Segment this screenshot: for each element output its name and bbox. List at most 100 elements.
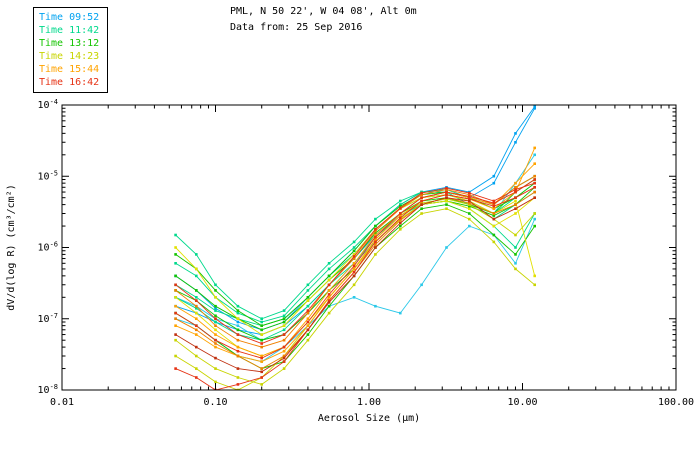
- series-line: [174, 207, 536, 386]
- data-marker: [399, 204, 402, 208]
- data-marker: [195, 253, 198, 256]
- data-marker: [514, 132, 517, 135]
- data-marker: [282, 314, 286, 318]
- data-marker: [236, 345, 240, 349]
- data-marker: [352, 255, 356, 258]
- y-tick-label: 10-4: [38, 98, 58, 111]
- data-marker: [174, 311, 177, 315]
- data-marker: [236, 304, 240, 308]
- data-marker: [282, 338, 286, 342]
- data-marker: [399, 214, 402, 217]
- data-marker: [260, 317, 263, 320]
- legend-item: Time 16:42: [39, 77, 100, 88]
- data-marker: [352, 253, 356, 256]
- data-marker: [174, 324, 177, 327]
- data-marker: [374, 217, 377, 221]
- data-marker: [174, 317, 177, 320]
- data-marker: [327, 262, 331, 265]
- data-marker: [445, 188, 448, 191]
- data-marker: [327, 293, 331, 296]
- data-marker: [492, 207, 496, 210]
- data-marker: [514, 181, 517, 185]
- data-marker: [214, 317, 217, 320]
- data-marker: [306, 338, 310, 342]
- data-marker: [236, 388, 240, 390]
- data-marker: [306, 317, 310, 320]
- data-marker: [327, 289, 331, 292]
- data-marker: [420, 199, 423, 203]
- data-marker: [374, 229, 377, 233]
- data-marker: [352, 240, 356, 244]
- data-marker: [445, 246, 448, 249]
- data-marker: [214, 328, 217, 332]
- data-marker: [514, 253, 517, 256]
- data-marker: [514, 141, 517, 144]
- data-marker: [327, 283, 331, 287]
- data-marker: [445, 193, 448, 196]
- data-marker: [174, 246, 177, 249]
- data-marker: [236, 311, 240, 315]
- data-marker: [214, 342, 217, 345]
- data-marker: [399, 224, 402, 228]
- series-line: [174, 107, 536, 336]
- data-marker: [236, 354, 240, 358]
- data-marker: [492, 181, 496, 185]
- series-line: [174, 186, 536, 390]
- data-marker: [374, 235, 377, 239]
- data-marker: [260, 383, 263, 386]
- x-tick-label: 0.10: [203, 397, 227, 408]
- data-marker: [399, 216, 402, 220]
- data-marker: [260, 360, 263, 363]
- data-marker: [195, 304, 198, 308]
- data-marker: [468, 191, 471, 195]
- data-marker: [492, 204, 496, 208]
- data-marker: [352, 267, 356, 271]
- data-marker: [468, 193, 471, 196]
- data-marker: [282, 333, 286, 336]
- data-marker: [195, 274, 198, 278]
- data-marker: [260, 338, 263, 342]
- data-marker: [195, 267, 198, 271]
- data-marker: [468, 201, 471, 205]
- data-marker: [514, 212, 517, 215]
- data-marker: [420, 193, 423, 196]
- data-marker: [195, 317, 198, 320]
- data-marker: [282, 360, 286, 363]
- data-marker: [327, 304, 331, 308]
- data-marker: [468, 224, 471, 228]
- data-marker: [327, 296, 331, 299]
- data-marker: [306, 333, 310, 336]
- data-marker: [514, 188, 517, 191]
- data-marker: [236, 376, 240, 379]
- data-marker: [195, 328, 198, 332]
- data-marker: [533, 174, 536, 178]
- data-marker: [352, 262, 356, 265]
- data-marker: [214, 283, 217, 287]
- data-marker: [195, 376, 198, 379]
- data-marker: [174, 274, 177, 278]
- data-marker: [514, 207, 517, 210]
- data-marker: [327, 267, 331, 271]
- data-marker: [492, 174, 496, 178]
- data-marker: [260, 356, 263, 360]
- data-marker: [174, 367, 177, 370]
- data-marker: [260, 320, 263, 324]
- data-marker: [374, 243, 377, 246]
- data-marker: [374, 304, 377, 308]
- data-marker: [352, 296, 356, 299]
- x-tick-label: 10.00: [507, 397, 537, 408]
- data-marker: [260, 324, 263, 327]
- data-marker: [492, 240, 496, 244]
- data-marker: [468, 195, 471, 198]
- data-marker: [533, 186, 536, 189]
- data-marker: [445, 196, 448, 199]
- data-marker: [468, 199, 471, 203]
- data-marker: [399, 206, 402, 210]
- data-marker: [468, 207, 471, 210]
- data-marker: [468, 212, 471, 215]
- data-marker: [374, 228, 377, 231]
- data-marker: [195, 367, 198, 370]
- data-marker: [533, 146, 536, 150]
- data-marker: [514, 190, 517, 194]
- series-line: [174, 181, 536, 345]
